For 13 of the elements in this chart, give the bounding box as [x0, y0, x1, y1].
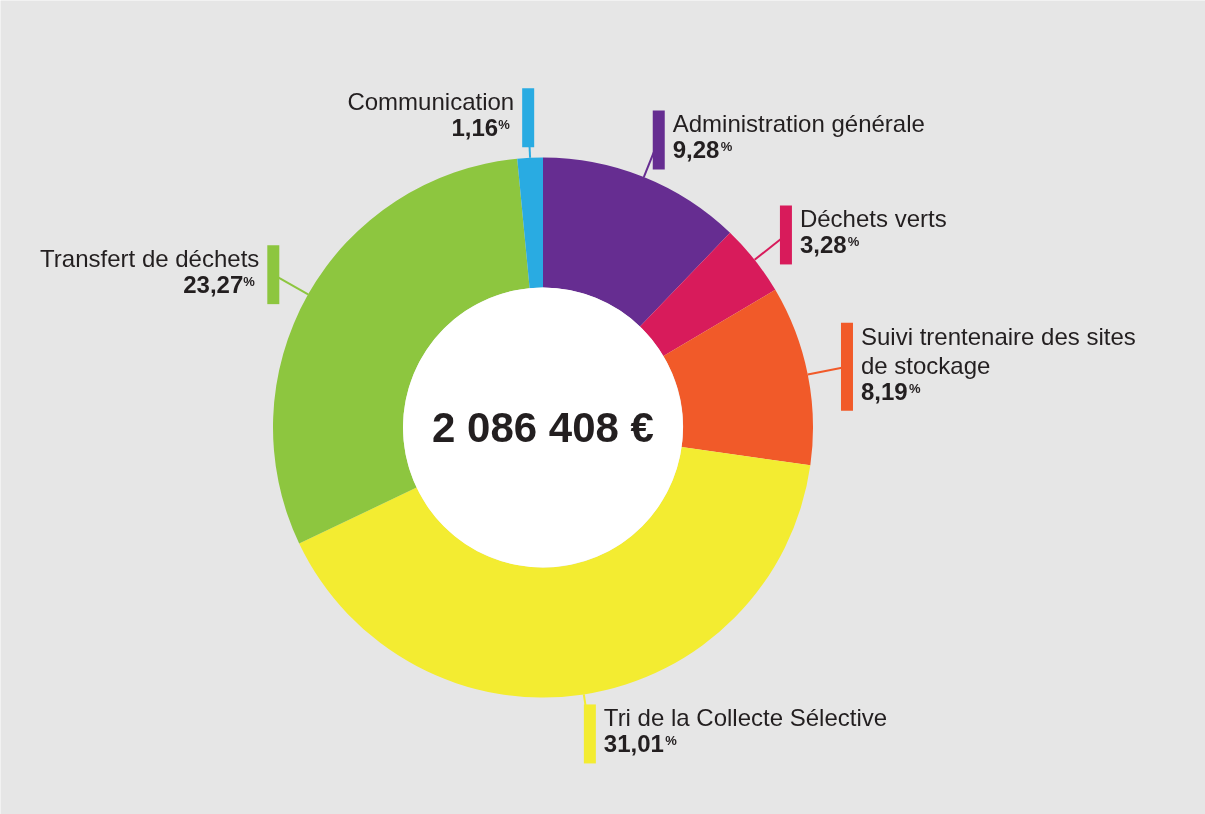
data-label: 8,19% — [860, 377, 921, 405]
data-label: 1,16% — [451, 114, 511, 142]
slice-label: Suivi trentenaire des sites de stockage — [860, 322, 1136, 380]
slice-label: Communication — [347, 88, 515, 116]
data-label: 3,28% — [799, 231, 860, 259]
data-label: 23,27% — [183, 271, 256, 299]
slice-label: Transfert de déchets — [40, 245, 260, 273]
slice-label: Déchets verts — [799, 205, 947, 233]
data-label: 31,01% — [603, 730, 678, 758]
data-label: 9,28% — [672, 136, 733, 164]
text: 2 086 408 € — [432, 404, 654, 451]
slice-label: Administration générale — [672, 110, 925, 138]
slice-label: Tri de la Collecte Sélective — [603, 704, 888, 732]
